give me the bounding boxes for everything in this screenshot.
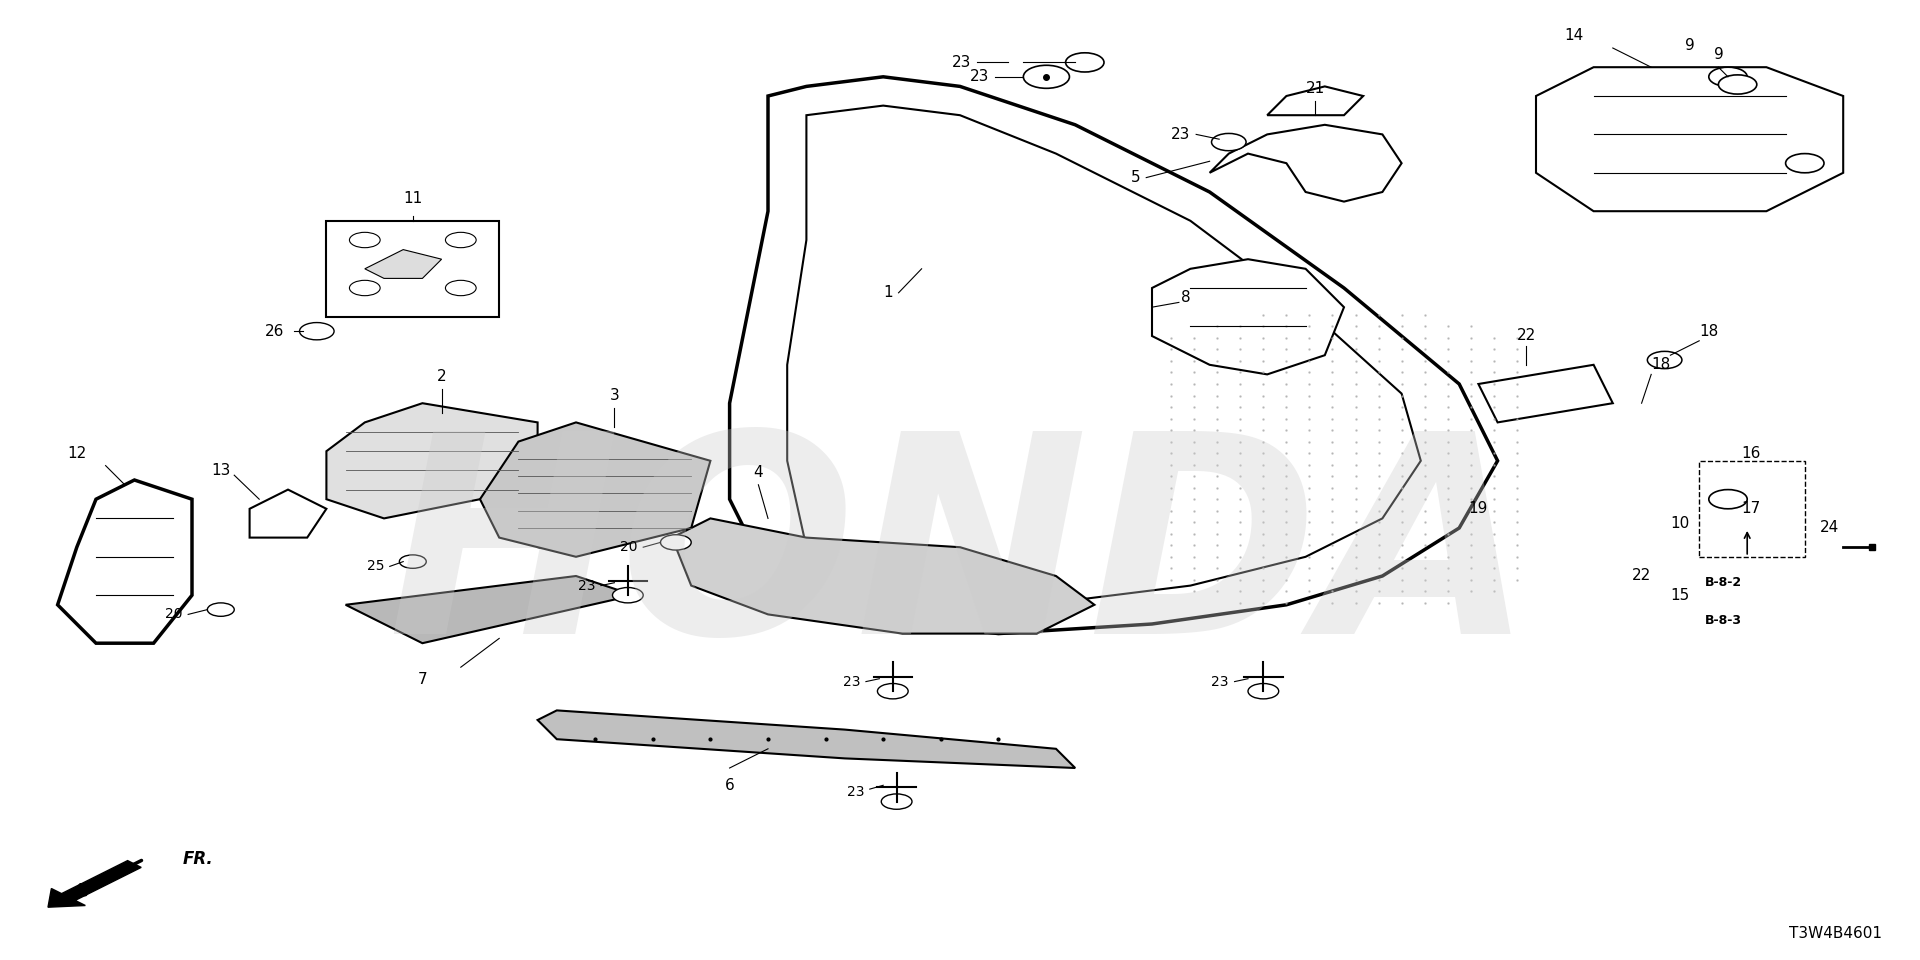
Circle shape (1066, 53, 1104, 72)
Polygon shape (730, 77, 1498, 634)
Text: 18: 18 (1651, 357, 1670, 372)
Text: 18: 18 (1699, 324, 1718, 339)
Text: 9: 9 (1713, 47, 1724, 62)
Circle shape (207, 603, 234, 616)
Circle shape (1709, 67, 1747, 86)
Text: 9: 9 (1684, 37, 1695, 53)
Polygon shape (58, 480, 192, 643)
Text: FR.: FR. (182, 851, 213, 868)
Text: 3: 3 (609, 388, 620, 403)
Circle shape (1786, 154, 1824, 173)
Text: 25: 25 (367, 560, 384, 573)
Circle shape (349, 280, 380, 296)
Text: 22: 22 (1632, 568, 1651, 584)
Circle shape (877, 684, 908, 699)
Circle shape (445, 280, 476, 296)
Circle shape (1023, 65, 1069, 88)
Text: 16: 16 (1741, 445, 1761, 461)
Text: 7: 7 (417, 672, 428, 687)
Text: 17: 17 (1741, 501, 1761, 516)
Polygon shape (346, 576, 634, 643)
Polygon shape (1267, 86, 1363, 115)
Polygon shape (787, 106, 1421, 605)
Text: 8: 8 (1181, 290, 1190, 305)
Text: 5: 5 (1131, 170, 1140, 185)
Text: 12: 12 (67, 445, 86, 461)
Polygon shape (250, 490, 326, 538)
Circle shape (881, 794, 912, 809)
Polygon shape (672, 518, 1094, 634)
Polygon shape (1152, 259, 1344, 374)
Text: 21: 21 (1306, 81, 1325, 96)
Text: 10: 10 (1670, 516, 1690, 531)
Text: 13: 13 (211, 463, 230, 478)
Text: 22: 22 (1517, 328, 1536, 344)
Polygon shape (1210, 125, 1402, 202)
Text: 23: 23 (952, 55, 972, 70)
Text: 26: 26 (265, 324, 284, 339)
Text: B-8-3: B-8-3 (1705, 614, 1741, 628)
Circle shape (1212, 133, 1246, 151)
Text: 14: 14 (1565, 28, 1584, 43)
Text: 24: 24 (1820, 520, 1839, 536)
Text: T3W4B4601: T3W4B4601 (1789, 925, 1882, 941)
Text: HONDA: HONDA (386, 421, 1534, 692)
Text: 23: 23 (847, 785, 864, 799)
Circle shape (1718, 75, 1757, 94)
Text: 23: 23 (1212, 675, 1229, 688)
Text: 11: 11 (403, 191, 422, 206)
Polygon shape (538, 710, 1075, 768)
Text: 23: 23 (578, 579, 595, 592)
Circle shape (445, 232, 476, 248)
Circle shape (300, 323, 334, 340)
Circle shape (612, 588, 643, 603)
Polygon shape (1536, 67, 1843, 211)
Text: 20: 20 (165, 608, 182, 621)
Polygon shape (480, 422, 710, 557)
Text: 20: 20 (620, 540, 637, 554)
Text: B-8-2: B-8-2 (1705, 576, 1741, 589)
Text: 1: 1 (883, 285, 893, 300)
Circle shape (349, 232, 380, 248)
Circle shape (1248, 684, 1279, 699)
FancyArrow shape (48, 860, 142, 907)
Text: 23: 23 (843, 675, 860, 688)
Circle shape (1709, 490, 1747, 509)
Polygon shape (326, 403, 538, 518)
Text: 19: 19 (1469, 501, 1488, 516)
Text: 15: 15 (1670, 588, 1690, 603)
Polygon shape (365, 250, 442, 278)
Text: 23: 23 (1171, 127, 1190, 142)
Text: 6: 6 (724, 778, 735, 793)
Text: 4: 4 (753, 465, 764, 480)
Circle shape (399, 555, 426, 568)
Circle shape (1647, 351, 1682, 369)
Text: 2: 2 (436, 369, 447, 384)
FancyBboxPatch shape (326, 221, 499, 317)
Text: 23: 23 (970, 69, 989, 84)
Circle shape (660, 535, 691, 550)
Polygon shape (1478, 365, 1613, 422)
